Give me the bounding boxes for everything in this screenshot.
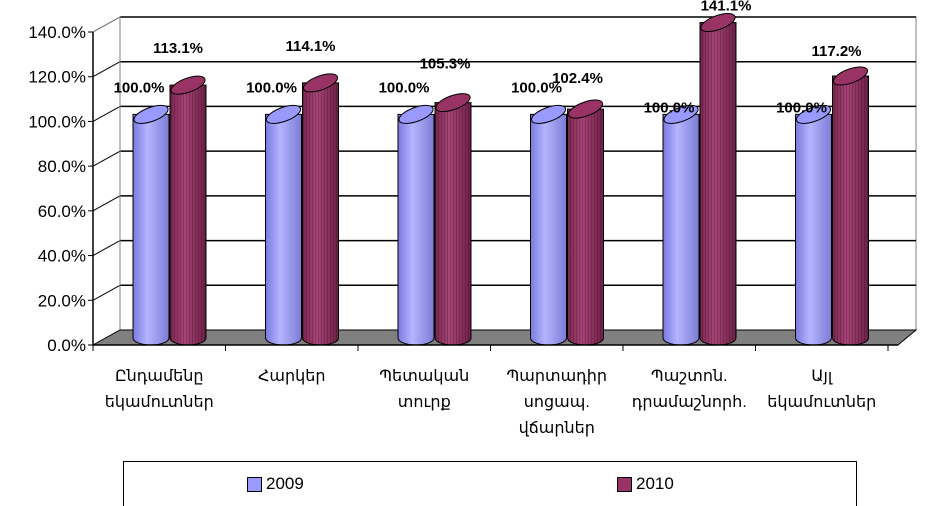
y-tick-label: 60.0% bbox=[38, 202, 86, 221]
side-gridline bbox=[92, 61, 121, 78]
data-label-2010-5: 117.2% bbox=[811, 43, 861, 60]
legend-label-2009: 2009 bbox=[266, 474, 304, 493]
x-category-label-0: Ընդամենը եկամուտներ bbox=[105, 368, 214, 411]
legend-label-2010: 2010 bbox=[636, 474, 674, 493]
bar-2010-2 bbox=[434, 93, 472, 346]
bar-2010-0 bbox=[169, 75, 207, 346]
x-category-label-1: Հարկեր bbox=[258, 368, 326, 385]
legend-swatch-2010 bbox=[617, 476, 632, 492]
data-label-2010-2: 105.3% bbox=[420, 56, 471, 73]
bar-2009-2 bbox=[397, 104, 435, 346]
bar-2010-3 bbox=[567, 99, 604, 346]
bar-2009-5 bbox=[795, 104, 832, 346]
bar-2009-1 bbox=[265, 104, 302, 346]
side-gridline bbox=[92, 150, 121, 167]
legend: 2009 2010 bbox=[123, 461, 857, 506]
y-tick-label: 20.0% bbox=[38, 291, 86, 310]
y-tick-label: 40.0% bbox=[38, 247, 86, 266]
data-label-2009-2: 100.0% bbox=[379, 79, 430, 96]
x-category-label-3: Պարտադիր սոցապ. վճարներ bbox=[506, 368, 607, 437]
data-label-2009-3: 100.0% bbox=[511, 79, 562, 96]
side-gridline bbox=[92, 240, 121, 257]
x-category-label-4: Պաշտոն. դրամաշնորհ. bbox=[632, 368, 747, 411]
bar-2010-1 bbox=[302, 73, 339, 346]
data-label-2009-4: 100.0% bbox=[644, 99, 695, 116]
y-tick-label: 100.0% bbox=[28, 112, 86, 131]
x-category-label-5: Այլ եկամուտներ bbox=[767, 368, 876, 411]
legend-item-2010: 2010 bbox=[617, 474, 674, 494]
x-category-label-2: Պետական տուրք bbox=[379, 368, 469, 411]
y-tick-label: 0.0% bbox=[47, 336, 86, 355]
legend-item-2009: 2009 bbox=[247, 474, 304, 494]
bar-2009-0 bbox=[132, 104, 170, 346]
side-gridline bbox=[92, 195, 121, 212]
bar-2009-4 bbox=[662, 104, 700, 346]
data-label-2010-1: 114.1% bbox=[285, 38, 335, 55]
bar-2009-3 bbox=[530, 104, 567, 346]
data-label-2010-0: 113.1% bbox=[153, 40, 203, 57]
side-wall bbox=[92, 16, 121, 346]
bar-chart: 0.0% 20.0% 40.0% 60.0% 80.0% 100.0% 120.0% 140.… bbox=[28, 0, 918, 437]
data-label-2009-0: 100.0% bbox=[114, 79, 165, 96]
back-wall bbox=[119, 16, 917, 331]
legend-swatch-2009 bbox=[247, 476, 262, 492]
y-tick-label: 80.0% bbox=[38, 157, 86, 176]
y-tick-label: 140.0% bbox=[28, 23, 86, 42]
side-gridline bbox=[92, 284, 121, 301]
data-label-2009-1: 100.0% bbox=[246, 79, 297, 96]
data-label-2009-5: 100.0% bbox=[776, 99, 827, 116]
floor bbox=[91, 329, 918, 346]
side-gridline bbox=[92, 105, 121, 122]
data-label-2010-3: 102.4% bbox=[552, 70, 603, 87]
bar-2010-4 bbox=[699, 13, 737, 346]
data-label-2010-4: 141.1% bbox=[701, 0, 752, 15]
y-tick-label: 120.0% bbox=[28, 68, 86, 87]
bar-2010-5 bbox=[832, 66, 869, 346]
